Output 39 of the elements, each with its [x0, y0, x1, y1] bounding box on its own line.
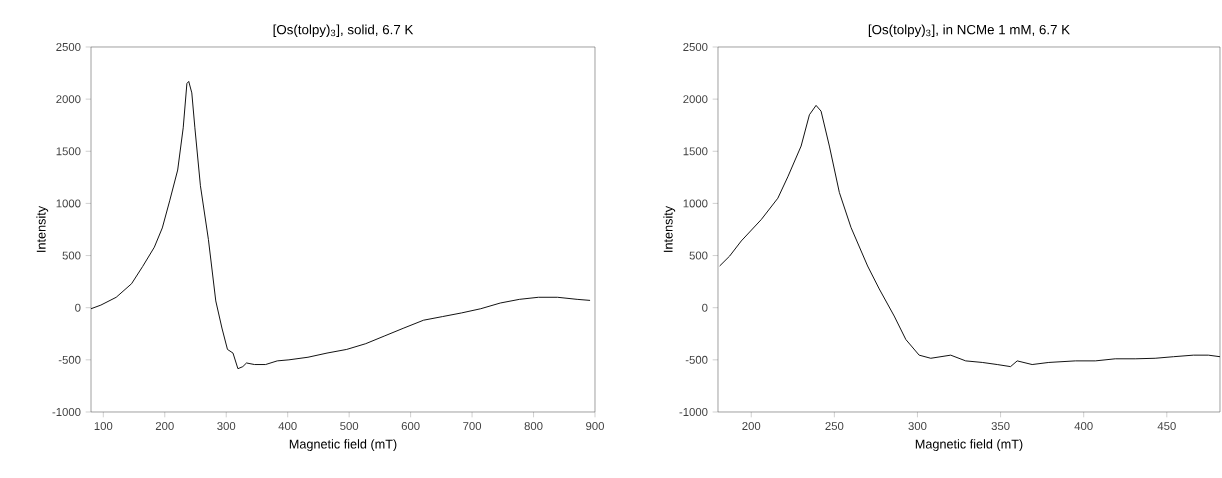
y-tick-label: 2500: [56, 42, 81, 51]
x-tick-label: 350: [991, 422, 1010, 431]
x-tick-label: 300: [908, 422, 927, 431]
x-tick-label: 400: [1074, 422, 1093, 431]
y-tick-label: -500: [58, 355, 81, 364]
y-tick-label: -1000: [52, 407, 81, 416]
x-axis-title: Magnetic field (mT): [289, 439, 397, 452]
x-tick-label: 600: [401, 422, 420, 431]
y-axis-title: Intensity: [36, 205, 49, 252]
x-tick-label: 200: [155, 422, 174, 431]
x-tick-label: 450: [1157, 422, 1176, 431]
y-tick-label: 2500: [683, 42, 708, 51]
y-tick-label: 2000: [683, 95, 708, 104]
chart-title: [Os(tolpy)$_{3}$], solid, 6.7 K: [273, 24, 414, 37]
y-tick-label: 0: [75, 303, 81, 312]
x-tick-label: 200: [742, 422, 761, 431]
chart-title: [Os(tolpy)$_{3}$], in NCMe 1 mM, 6.7 K: [868, 24, 1070, 37]
y-tick-label: -1000: [679, 407, 708, 416]
line-series: [719, 104, 1220, 368]
y-tick-label: 0: [702, 303, 708, 312]
x-tick-label: 400: [278, 422, 297, 431]
x-tick-label: 700: [463, 422, 482, 431]
y-tick-label: 500: [689, 251, 708, 260]
line-series: [91, 80, 591, 370]
y-tick-label: 500: [62, 251, 81, 260]
y-tick-label: 2000: [56, 95, 81, 104]
x-tick-label: 800: [524, 422, 543, 431]
y-tick-label: -500: [685, 355, 708, 364]
x-tick-label: 500: [340, 422, 359, 431]
x-tick-label: 900: [586, 422, 604, 431]
y-tick-label: 1500: [683, 147, 708, 156]
x-tick-label: 250: [825, 422, 844, 431]
y-tick-label: 1500: [56, 147, 81, 156]
x-axis-title: Magnetic field (mT): [915, 439, 1023, 452]
y-tick-label: 1000: [683, 199, 708, 208]
x-tick-label: 100: [94, 422, 113, 431]
y-axis-title: Intensity: [663, 205, 676, 252]
y-tick-label: 1000: [56, 199, 81, 208]
x-tick-label: 300: [217, 422, 236, 431]
